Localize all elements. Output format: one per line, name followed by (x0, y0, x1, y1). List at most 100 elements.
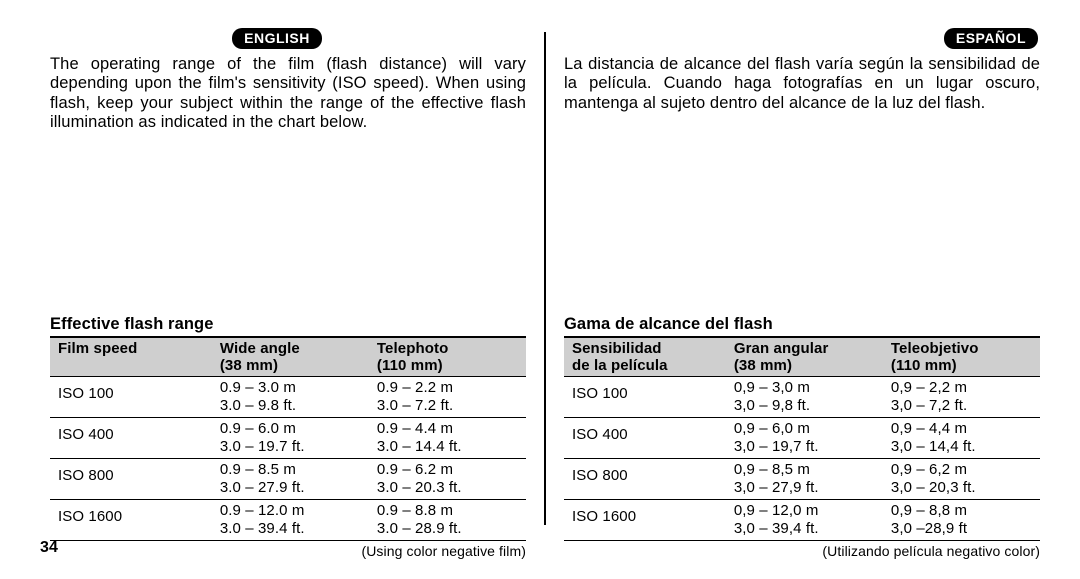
cell-iso: ISO 100 (564, 377, 726, 418)
english-column: ENGLISH The operating range of the film … (50, 28, 544, 559)
cell-wide-m: 0,9 – 6,0 m (734, 420, 810, 437)
cell-iso: ISO 400 (50, 418, 212, 459)
cell-wide-m: 0,9 – 3,0 m (734, 379, 810, 396)
cell-tele: 0.9 – 2.2 m3.0 – 7.2 ft. (369, 377, 526, 418)
cell-tele-m: 0,9 – 6,2 m (891, 461, 967, 478)
spacer (564, 113, 1040, 314)
spanish-table-note: (Utilizando película negativo color) (564, 543, 1040, 559)
cell-wide-ft: 3,0 – 9,8 ft. (734, 397, 810, 414)
cell-wide: 0,9 – 6,0 m3,0 – 19,7 ft. (726, 418, 883, 459)
cell-wide-m: 0,9 – 12,0 m (734, 502, 819, 519)
page-number: 34 (40, 539, 58, 557)
cell-wide-m: 0.9 – 6.0 m (220, 420, 296, 437)
header-sensibilidad: Sensibilidad de la película (564, 337, 726, 377)
spanish-language-badge: ESPAÑOL (944, 28, 1038, 49)
header-wide-angle-label: Wide angle (220, 340, 300, 357)
cell-iso: ISO 100 (50, 377, 212, 418)
cell-tele-m: 0,9 – 4,4 m (891, 420, 967, 437)
cell-tele-m: 0.9 – 6.2 m (377, 461, 453, 478)
cell-wide-ft: 3.0 – 39.4 ft. (220, 520, 305, 537)
header-sensibilidad-b: de la película (572, 357, 668, 374)
header-wide-angle: Wide angle (38 mm) (212, 337, 369, 377)
header-wide-angle-mm: (38 mm) (220, 357, 278, 374)
cell-wide-ft: 3,0 – 19,7 ft. (734, 438, 819, 455)
table-row: ISO 100 0,9 – 3,0 m3,0 – 9,8 ft. 0,9 – 2… (564, 377, 1040, 418)
cell-tele-ft: 3.0 – 14.4 ft. (377, 438, 462, 455)
cell-wide: 0.9 – 8.5 m3.0 – 27.9 ft. (212, 459, 369, 500)
header-telephoto-label: Telephoto (377, 340, 448, 357)
lang-pill-wrap: ESPAÑOL (564, 28, 1040, 49)
table-row: ISO 100 0.9 – 3.0 m3.0 – 9.8 ft. 0.9 – 2… (50, 377, 526, 418)
header-sensibilidad-a: Sensibilidad (572, 340, 662, 357)
header-gran-angular-label: Gran angular (734, 340, 829, 357)
cell-tele-m: 0.9 – 8.8 m (377, 502, 453, 519)
header-telephoto: Telephoto (110 mm) (369, 337, 526, 377)
cell-tele: 0.9 – 8.8 m3.0 – 28.9 ft. (369, 500, 526, 541)
cell-wide-m: 0,9 – 8,5 m (734, 461, 810, 478)
cell-wide: 0.9 – 3.0 m3.0 – 9.8 ft. (212, 377, 369, 418)
cell-tele-ft: 3.0 – 7.2 ft. (377, 397, 453, 414)
cell-tele-m: 0,9 – 8,8 m (891, 502, 967, 519)
english-language-badge: ENGLISH (232, 28, 322, 49)
cell-wide: 0,9 – 8,5 m3,0 – 27,9 ft. (726, 459, 883, 500)
cell-iso: ISO 800 (50, 459, 212, 500)
header-gran-angular-mm: (38 mm) (734, 357, 792, 374)
header-teleobjetivo-mm: (110 mm) (891, 357, 957, 374)
header-gran-angular: Gran angular (38 mm) (726, 337, 883, 377)
cell-wide-ft: 3,0 – 39,4 ft. (734, 520, 819, 537)
spanish-table-title: Gama de alcance del flash (564, 315, 1040, 334)
manual-page: ENGLISH The operating range of the film … (0, 0, 1080, 579)
cell-iso: ISO 1600 (50, 500, 212, 541)
cell-wide-ft: 3.0 – 9.8 ft. (220, 397, 296, 414)
cell-iso: ISO 800 (564, 459, 726, 500)
cell-wide-ft: 3,0 – 27,9 ft. (734, 479, 819, 496)
spanish-column: ESPAÑOL La distancia de alcance del flas… (546, 28, 1040, 559)
cell-wide: 0,9 – 12,0 m3,0 – 39,4 ft. (726, 500, 883, 541)
cell-wide: 0,9 – 3,0 m3,0 – 9,8 ft. (726, 377, 883, 418)
lang-pill-wrap: ENGLISH (50, 28, 526, 49)
cell-tele: 0,9 – 8,8 m3,0 –28,9 ft (883, 500, 1040, 541)
cell-wide: 0.9 – 12.0 m3.0 – 39.4 ft. (212, 500, 369, 541)
english-table-note: (Using color negative film) (50, 543, 526, 559)
cell-tele-m: 0.9 – 4.4 m (377, 420, 453, 437)
cell-tele-ft: 3.0 – 20.3 ft. (377, 479, 462, 496)
table-row: ISO 1600 0.9 – 12.0 m3.0 – 39.4 ft. 0.9 … (50, 500, 526, 541)
header-teleobjetivo: Teleobjetivo (110 mm) (883, 337, 1040, 377)
cell-tele: 0.9 – 4.4 m3.0 – 14.4 ft. (369, 418, 526, 459)
cell-tele: 0.9 – 6.2 m3.0 – 20.3 ft. (369, 459, 526, 500)
cell-wide-m: 0.9 – 3.0 m (220, 379, 296, 396)
cell-wide: 0.9 – 6.0 m3.0 – 19.7 ft. (212, 418, 369, 459)
cell-wide-m: 0.9 – 12.0 m (220, 502, 305, 519)
table-row: ISO 400 0.9 – 6.0 m3.0 – 19.7 ft. 0.9 – … (50, 418, 526, 459)
cell-wide-ft: 3.0 – 19.7 ft. (220, 438, 305, 455)
cell-tele-m: 0.9 – 2.2 m (377, 379, 453, 396)
two-column-layout: ENGLISH The operating range of the film … (50, 28, 1040, 559)
cell-tele: 0,9 – 2,2 m3,0 – 7,2 ft. (883, 377, 1040, 418)
spanish-flash-range-table: Sensibilidad de la película Gran angular… (564, 336, 1040, 542)
cell-tele: 0,9 – 6,2 m3,0 – 20,3 ft. (883, 459, 1040, 500)
table-header-row: Film speed Wide angle (38 mm) Telephoto … (50, 337, 526, 377)
cell-tele-ft: 3,0 – 14,4 ft. (891, 438, 976, 455)
table-row: ISO 800 0,9 – 8,5 m3,0 – 27,9 ft. 0,9 – … (564, 459, 1040, 500)
table-row: ISO 400 0,9 – 6,0 m3,0 – 19,7 ft. 0,9 – … (564, 418, 1040, 459)
table-row: ISO 1600 0,9 – 12,0 m3,0 – 39,4 ft. 0,9 … (564, 500, 1040, 541)
cell-tele-ft: 3.0 – 28.9 ft. (377, 520, 462, 537)
spacer (50, 133, 526, 315)
english-table-title: Effective flash range (50, 315, 526, 334)
cell-wide-ft: 3.0 – 27.9 ft. (220, 479, 305, 496)
cell-iso: ISO 1600 (564, 500, 726, 541)
cell-tele: 0,9 – 4,4 m3,0 – 14,4 ft. (883, 418, 1040, 459)
header-teleobjetivo-label: Teleobjetivo (891, 340, 979, 357)
cell-wide-m: 0.9 – 8.5 m (220, 461, 296, 478)
cell-tele-ft: 3,0 – 7,2 ft. (891, 397, 967, 414)
cell-tele-ft: 3,0 – 20,3 ft. (891, 479, 976, 496)
table-row: ISO 800 0.9 – 8.5 m3.0 – 27.9 ft. 0.9 – … (50, 459, 526, 500)
header-telephoto-mm: (110 mm) (377, 357, 443, 374)
header-film-speed: Film speed (50, 337, 212, 377)
table-header-row: Sensibilidad de la película Gran angular… (564, 337, 1040, 377)
cell-tele-m: 0,9 – 2,2 m (891, 379, 967, 396)
cell-iso: ISO 400 (564, 418, 726, 459)
spanish-body-text: La distancia de alcance del flash varía … (564, 55, 1040, 113)
english-body-text: The operating range of the film (flash d… (50, 55, 526, 133)
english-flash-range-table: Film speed Wide angle (38 mm) Telephoto … (50, 336, 526, 542)
